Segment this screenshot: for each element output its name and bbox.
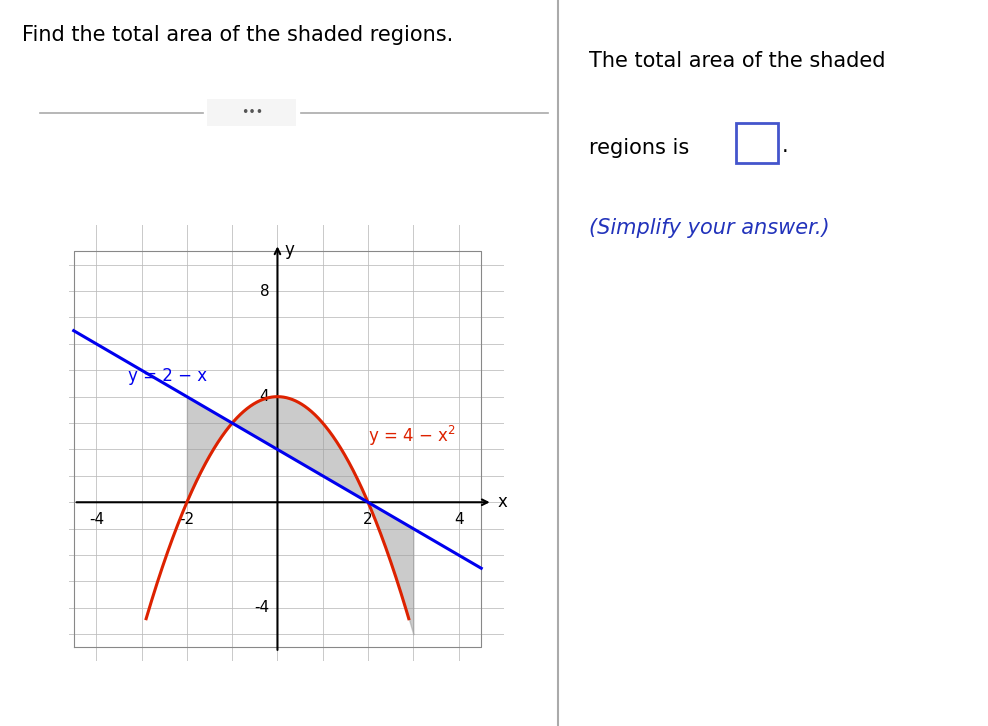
Text: (Simplify your answer.): (Simplify your answer.) — [589, 218, 830, 238]
Text: y = 2 − x: y = 2 − x — [128, 367, 207, 385]
Text: 4: 4 — [260, 389, 270, 404]
Text: regions is: regions is — [589, 138, 696, 158]
Text: y: y — [285, 241, 294, 259]
Text: 4: 4 — [453, 512, 463, 526]
Text: .: . — [782, 136, 788, 157]
Text: -2: -2 — [180, 512, 195, 526]
Text: y = 4 $-$ x$^2$: y = 4 $-$ x$^2$ — [368, 424, 455, 449]
Text: -4: -4 — [254, 600, 270, 616]
Text: •••: ••• — [241, 106, 263, 119]
Text: Find the total area of the shaded regions.: Find the total area of the shaded region… — [23, 25, 453, 46]
Text: 8: 8 — [260, 284, 270, 298]
Text: x: x — [497, 493, 507, 511]
FancyBboxPatch shape — [192, 94, 312, 131]
Text: 2: 2 — [364, 512, 372, 526]
Text: -4: -4 — [89, 512, 104, 526]
FancyBboxPatch shape — [736, 123, 778, 163]
Text: The total area of the shaded: The total area of the shaded — [589, 51, 885, 71]
